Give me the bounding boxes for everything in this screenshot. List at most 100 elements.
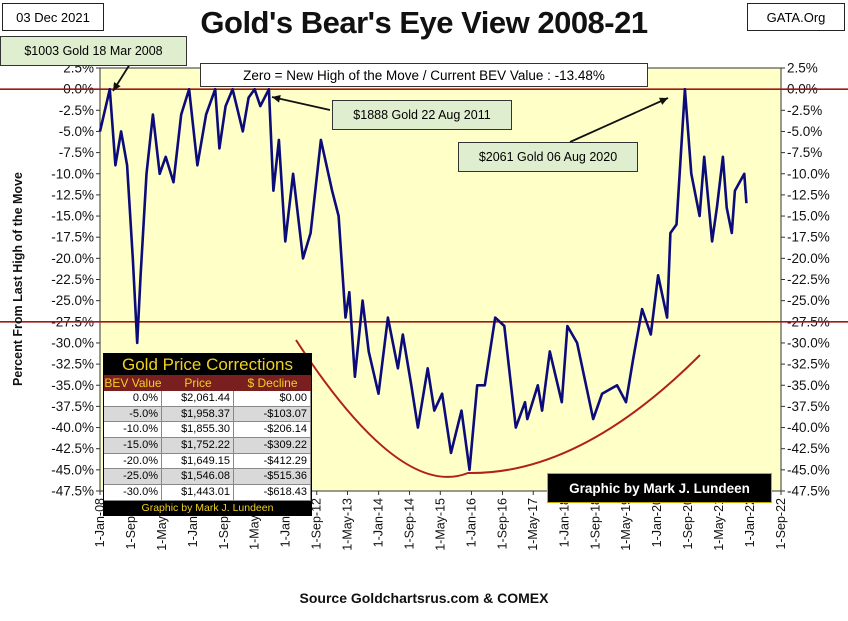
y-tick-label-left: -22.5% <box>51 272 94 287</box>
source-label: Source Goldchartsrus.com & COMEX <box>299 590 549 606</box>
y-tick-label-left: -35.0% <box>51 378 94 393</box>
y-tick-label-left: -12.5% <box>51 187 94 202</box>
arc-overlay <box>295 339 701 478</box>
x-tick-label: 1-Sep-22 <box>774 498 788 549</box>
y-tick-label-left: -2.5% <box>59 103 94 118</box>
cell-decline: -$103.07 <box>234 406 311 423</box>
callout-2011-high: $1888 Gold 22 Aug 2011 <box>332 100 512 130</box>
y-tick-label-right: -20.0% <box>787 251 830 266</box>
cell-price: $1,443.01 <box>162 485 234 501</box>
cell-price: $1,546.08 <box>162 469 234 486</box>
cell-price: $2,061.44 <box>162 391 234 407</box>
cell-bev: -30.0% <box>104 485 162 501</box>
x-tick-label: 1-Sep-14 <box>403 498 417 549</box>
table-header: BEV Value Price $ Decline <box>104 375 311 391</box>
y-axis-label: Percent From Last High of the Move <box>11 172 25 386</box>
table-row: -5.0% $1,958.37 -$103.07 <box>104 406 311 423</box>
cell-bev: -25.0% <box>104 469 162 486</box>
y-tick-label-right: -2.5% <box>787 103 822 118</box>
y-tick-label-left: -42.5% <box>51 441 94 456</box>
y-tick-label-left: -10.0% <box>51 166 94 181</box>
x-tick-label: 1-Sep-12 <box>310 498 324 549</box>
y-tick-label-right: -12.5% <box>787 187 830 202</box>
site-label: GATA.Org <box>747 3 845 31</box>
x-tick-label: 1-Jan-18 <box>557 498 571 547</box>
y-tick-label-left: -15.0% <box>51 209 94 224</box>
y-tick-label-right: -47.5% <box>787 484 830 499</box>
date-label: 03 Dec 2021 <box>2 3 104 31</box>
cell-bev: 0.0% <box>104 391 162 407</box>
y-tick-label-right: -37.5% <box>787 399 830 414</box>
cell-decline: -$618.43 <box>234 485 311 501</box>
x-tick-label: 1-Sep-16 <box>495 498 509 549</box>
x-tick-label: 1-Jan-16 <box>464 498 478 547</box>
y-tick-label-right: -25.0% <box>787 293 830 308</box>
table-row: -15.0% $1,752.22 -$309.22 <box>104 438 311 454</box>
y-tick-label-left: -7.5% <box>59 145 94 160</box>
y-tick-label-left: -37.5% <box>51 399 94 414</box>
y-tick-label-left: -20.0% <box>51 251 94 266</box>
x-tick-label: 1-Sep-18 <box>588 498 602 549</box>
cell-price: $1,958.37 <box>162 406 234 423</box>
table-row: -20.0% $1,649.15 -$412.29 <box>104 453 311 470</box>
table-row: -25.0% $1,546.08 -$515.36 <box>104 469 311 486</box>
x-tick-label: 1-May-17 <box>526 498 540 551</box>
table-body: 0.0% $2,061.44 $0.00 -5.0% $1,958.37 -$103.07… <box>104 391 311 501</box>
cell-price: $1,752.22 <box>162 438 234 454</box>
x-tick-label: 1-May-21 <box>712 498 726 551</box>
cell-price: $1,855.30 <box>162 422 234 439</box>
cell-bev: -10.0% <box>104 422 162 439</box>
table-title: Gold Price Corrections <box>121 355 293 374</box>
cell-decline: $0.00 <box>234 391 311 407</box>
y-tick-label-right: -10.0% <box>787 166 830 181</box>
callout-2020-high: $2061 Gold 06 Aug 2020 <box>458 142 638 172</box>
y-tick-label-right: -40.0% <box>787 420 830 435</box>
graphic-credit: Graphic by Mark J. Lundeen <box>547 473 772 503</box>
arrow-head <box>659 97 668 105</box>
y-tick-label-right: -42.5% <box>787 441 830 456</box>
chart-title: Gold's Bear's Eye View 2008-21 <box>200 5 648 40</box>
y-tick-label-right: -17.5% <box>787 230 830 245</box>
y-tick-label-right: -5.0% <box>787 124 822 139</box>
table-row: 0.0% $2,061.44 $0.00 <box>104 391 311 407</box>
y-tick-label-right: 2.5% <box>787 61 818 76</box>
callout-arrow <box>271 96 331 111</box>
y-tick-label-right: -35.0% <box>787 378 830 393</box>
y-tick-label-right: -30.0% <box>787 335 830 350</box>
x-tick-label: 1-Sep-20 <box>681 498 695 549</box>
x-tick-label: 1-Jan-20 <box>650 498 664 547</box>
y-tick-label-left: -25.0% <box>51 293 94 308</box>
table-row: -30.0% $1,443.01 -$618.43 <box>104 485 311 501</box>
cell-decline: -$309.22 <box>234 438 311 454</box>
col-header-decline: $ Decline <box>247 376 298 390</box>
series-line <box>98 87 748 472</box>
arrow-head <box>272 94 281 103</box>
zero-note: Zero = New High of the Move / Current BE… <box>200 63 648 87</box>
y-tick-label-left: -17.5% <box>51 230 94 245</box>
table-credit: Graphic by Mark J. Lundeen <box>141 501 274 514</box>
callout-2008-high: $1003 Gold 18 Mar 2008 <box>0 36 187 66</box>
y-tick-label-left: -40.0% <box>51 420 94 435</box>
y-tick-label-left: -5.0% <box>59 124 94 139</box>
x-tick-label: 1-May-19 <box>619 498 633 551</box>
x-tick-label: 1-May-15 <box>433 498 447 551</box>
y-tick-label-right: -32.5% <box>787 357 830 372</box>
arrow-head <box>113 82 121 91</box>
y-tick-label-left: -30.0% <box>51 335 94 350</box>
cell-decline: -$206.14 <box>234 422 311 439</box>
y-tick-label-right: -45.0% <box>787 462 830 477</box>
cell-bev: -15.0% <box>104 438 162 454</box>
col-header-price: Price <box>184 376 212 390</box>
col-header-bev: BEV Value <box>104 376 162 390</box>
table-row: -10.0% $1,855.30 -$206.14 <box>104 422 311 439</box>
cell-decline: -$412.29 <box>234 453 311 470</box>
y-tick-label-right: -7.5% <box>787 145 822 160</box>
y-tick-label-left: -32.5% <box>51 357 94 372</box>
corrections-table: Gold Price Corrections BEV Value Price $… <box>103 353 312 516</box>
y-tick-label-left: -47.5% <box>51 484 94 499</box>
y-tick-label-right: -22.5% <box>787 272 830 287</box>
cell-decline: -$515.36 <box>234 469 311 486</box>
cell-bev: -5.0% <box>104 406 162 423</box>
